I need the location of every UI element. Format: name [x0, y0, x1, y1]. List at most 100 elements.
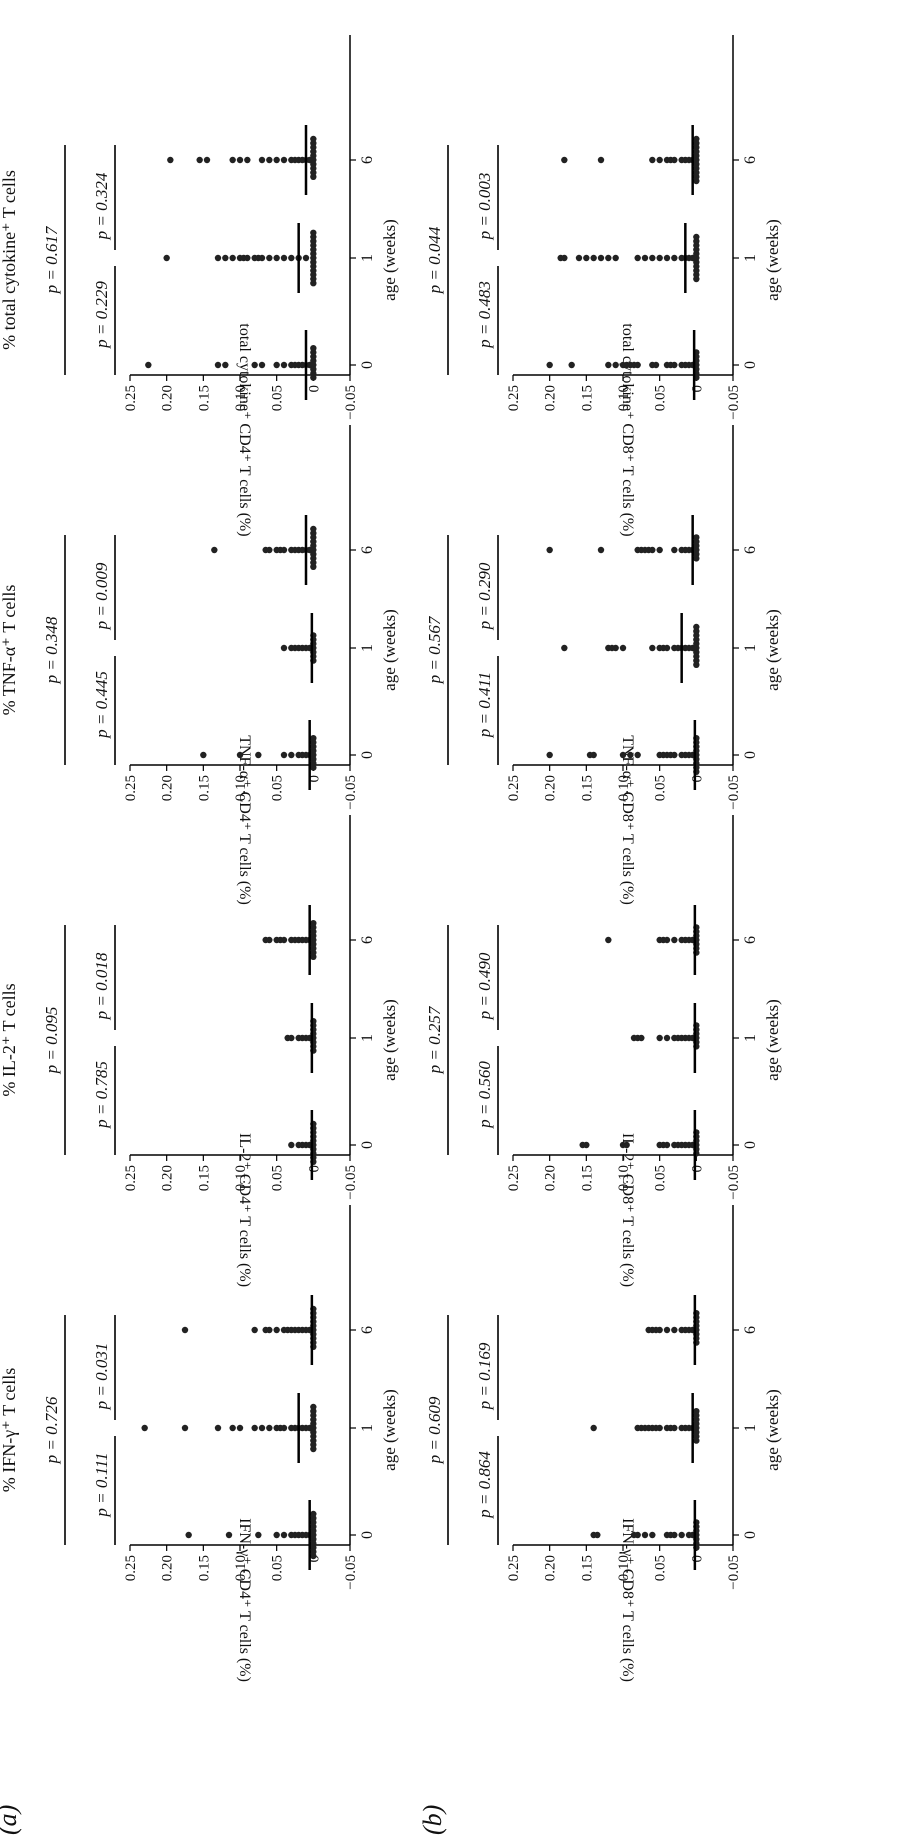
y-tick-label: 0.15 [579, 775, 595, 801]
y-tick-label: 0.25 [506, 1165, 522, 1191]
y-tick-label: −0.05 [726, 1555, 742, 1590]
data-point [244, 254, 251, 262]
data-point [310, 563, 317, 570]
x-tick-label: 6 [742, 546, 759, 554]
y-tick-label: 0 [306, 385, 322, 393]
data-point [605, 936, 612, 944]
y-tick-label: 0.10 [616, 1555, 632, 1581]
data-point [310, 1510, 317, 1518]
y-tick-label: −0.05 [726, 1165, 742, 1200]
data-point [310, 374, 317, 381]
plot-2: −0.05 0 0.05 0.10 0.15 0.20 0.25 0 1 6 age (weeks)… [0, 425, 399, 905]
data-point [638, 1034, 645, 1042]
data-point [671, 156, 678, 164]
data-point [619, 644, 627, 652]
data-point [546, 361, 553, 369]
data-point [280, 546, 288, 554]
data-point [671, 1424, 678, 1432]
data-point [258, 254, 266, 262]
data-point [280, 254, 288, 262]
panel-label-a: (a) [0, 1805, 22, 1835]
x-tick-label: 1 [742, 644, 759, 652]
data-point [214, 254, 222, 262]
data-point [266, 1326, 273, 1334]
data-point [671, 546, 678, 554]
p-value-left: p = 0.111 [92, 1452, 111, 1517]
data-point [597, 254, 605, 262]
data-point [229, 1424, 236, 1432]
y-axis-label: TNF-α⁺ CD8⁺ T cells (%) [619, 735, 636, 905]
data-point [280, 751, 288, 759]
data-point [288, 1141, 295, 1149]
data-point [310, 735, 317, 742]
y-tick-label: 0.25 [123, 1165, 139, 1191]
y-tick-label: 0.25 [506, 775, 522, 801]
data-point [649, 254, 656, 262]
y-tick-label: 0 [689, 385, 705, 393]
p-value-left: p = 0.411 [475, 672, 494, 738]
data-point [671, 254, 678, 262]
data-point [236, 1424, 244, 1432]
data-point [656, 1034, 663, 1042]
data-point [594, 1531, 601, 1539]
y-tick-label: 0.20 [543, 1555, 559, 1581]
data-point [671, 936, 678, 944]
y-tick-label: 0.25 [506, 1555, 522, 1581]
y-tick-label: 0.15 [579, 385, 595, 411]
x-tick-label: 0 [742, 361, 759, 369]
p-value-right: p = 0.290 [475, 562, 494, 630]
data-point [310, 1403, 317, 1411]
data-point [236, 156, 244, 164]
plot-title: % IL-2⁺ T cells [0, 983, 19, 1096]
data-point [612, 361, 619, 369]
data-point [302, 254, 310, 262]
data-point [634, 254, 641, 262]
plot-5: −0.05 0 0.05 0.10 0.15 0.20 0.25 0 1 6 age (weeks)… [425, 815, 782, 1287]
y-tick-label: 0.15 [196, 1165, 212, 1191]
data-point [181, 1424, 189, 1432]
data-point [222, 254, 229, 262]
data-point [656, 156, 663, 164]
y-tick-label: 0.25 [506, 385, 522, 411]
panel-label-b: (b) [418, 1805, 447, 1835]
data-point [693, 661, 700, 668]
x-tick-label: 1 [359, 1424, 376, 1432]
data-point [546, 546, 553, 554]
p-value-left: p = 0.785 [92, 1061, 111, 1129]
data-point [612, 254, 619, 262]
data-point [671, 1531, 678, 1539]
data-point [649, 644, 656, 652]
p-value-left: p = 0.560 [475, 1061, 494, 1129]
data-point [693, 135, 700, 143]
p-value-right: p = 0.009 [92, 562, 111, 630]
y-tick-label: 0.15 [196, 775, 212, 801]
y-tick-label: 0.10 [616, 775, 632, 801]
y-tick-label: 0.25 [123, 1555, 139, 1581]
y-tick-label: 0.20 [543, 1165, 559, 1191]
plot-1: −0.05 0 0.05 0.10 0.15 0.20 0.25 0 1 6 age (weeks)… [0, 815, 399, 1287]
x-tick-label: 0 [359, 361, 376, 369]
data-point [273, 254, 280, 262]
y-tick-label: 0.10 [233, 1555, 249, 1581]
data-point [288, 254, 295, 262]
p-value-right: p = 0.031 [92, 1343, 111, 1411]
data-point [266, 936, 273, 944]
data-point [663, 644, 671, 652]
x-tick-label: 1 [742, 1424, 759, 1432]
data-point [310, 345, 317, 352]
data-point [211, 546, 218, 554]
y-tick-label: 0.05 [653, 385, 669, 411]
y-tick-label: 0.15 [579, 1555, 595, 1581]
data-point [310, 229, 317, 236]
y-axis-label: IL-2⁺ CD8⁺ T cells (%) [619, 1133, 636, 1287]
data-point [561, 644, 568, 652]
plot-4: −0.05 0 0.05 0.10 0.15 0.20 0.25 0 1 6 age (weeks)… [425, 1205, 782, 1682]
p-value-overall: p = 0.257 [425, 1005, 444, 1074]
data-point [693, 555, 700, 562]
data-point [663, 1141, 671, 1149]
data-point [255, 1531, 262, 1539]
data-point [280, 1424, 288, 1432]
plot-6: −0.05 0 0.05 0.10 0.15 0.20 0.25 0 1 6 age (weeks)… [425, 425, 782, 905]
data-point [255, 751, 262, 759]
